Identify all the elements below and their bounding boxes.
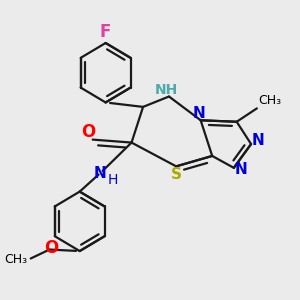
Text: N: N [94, 166, 107, 181]
Text: O: O [44, 239, 58, 257]
Text: CH₃: CH₃ [5, 254, 28, 266]
Text: H: H [108, 173, 118, 187]
Text: S: S [171, 167, 182, 182]
Text: N: N [193, 106, 206, 121]
Text: N: N [252, 133, 265, 148]
Text: F: F [100, 23, 111, 41]
Text: O: O [81, 123, 95, 141]
Text: NH: NH [154, 83, 178, 97]
Text: N: N [235, 162, 248, 177]
Text: CH₃: CH₃ [258, 94, 281, 107]
